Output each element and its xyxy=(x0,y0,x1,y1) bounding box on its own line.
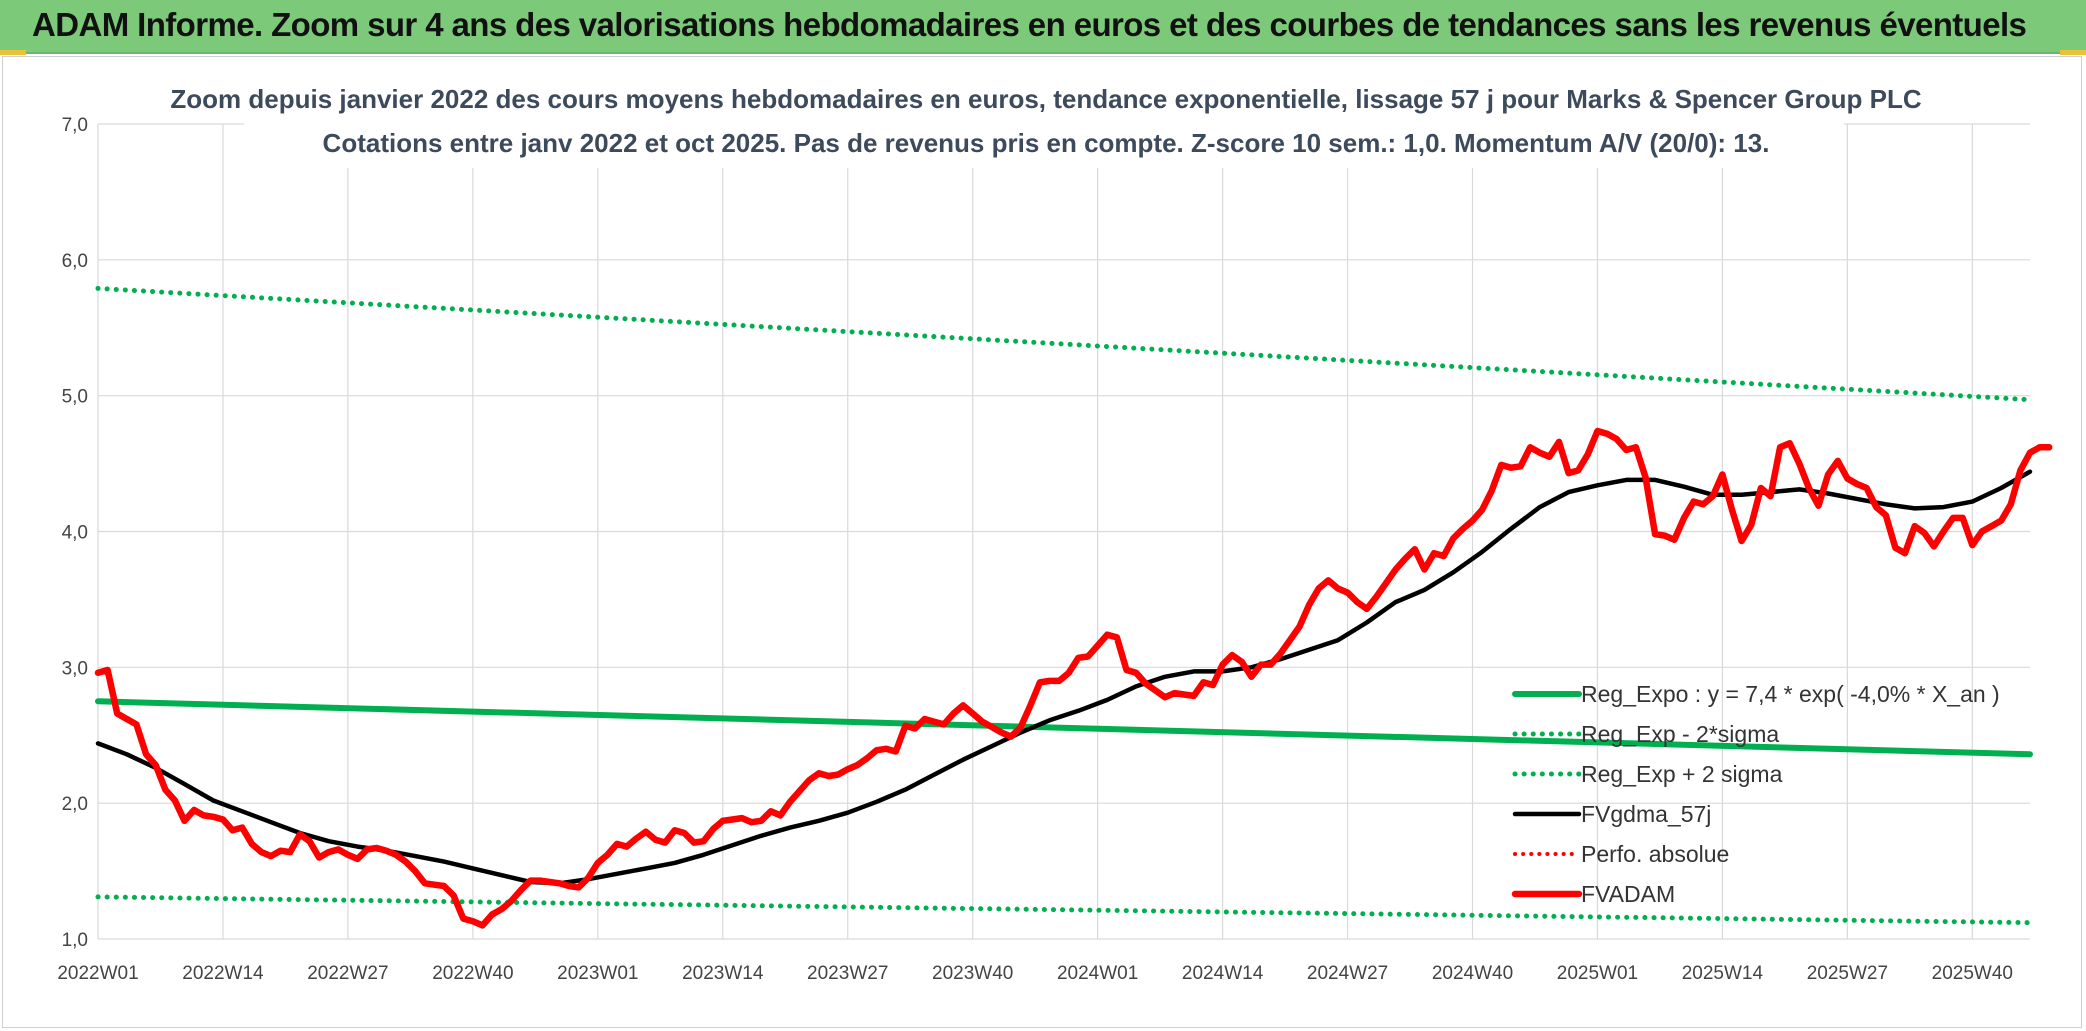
x-tick-label: 2025W14 xyxy=(1682,963,1764,984)
chart-series xyxy=(94,285,2053,929)
chart-legend: Reg_Expo : y = 7,4 * exp( -4,0% * X_an )… xyxy=(1511,681,2000,907)
series-line-1 xyxy=(95,894,2033,926)
x-tick-label: 2025W27 xyxy=(1807,963,1888,984)
y-tick-label: 1,0 xyxy=(62,930,88,951)
x-tick-label: 2023W27 xyxy=(807,963,888,984)
y-tick-label: 2,0 xyxy=(62,794,88,815)
legend-label-3: FVgdma_57j xyxy=(1581,801,1711,827)
legend-label-2: Reg_Exp + 2 sigma xyxy=(1581,761,1783,787)
banner-accent-right xyxy=(2060,50,2086,55)
x-tick-label: 2022W40 xyxy=(432,963,513,984)
x-tick-label: 2024W27 xyxy=(1307,963,1388,984)
x-axis-ticks: 2022W01 2022W14 2022W27 2022W40 2023W01 2023W… xyxy=(57,963,2013,984)
y-tick-label: 7,0 xyxy=(62,115,88,136)
x-tick-label: 2023W14 xyxy=(682,963,764,984)
y-tick-label: 3,0 xyxy=(62,658,88,679)
page-title: ADAM Informe. Zoom sur 4 ans des valoris… xyxy=(32,6,2027,43)
chart-grid xyxy=(97,123,2030,940)
chart-title: Zoom depuis janvier 2022 des cours moyen… xyxy=(170,84,1921,114)
series-line-3 xyxy=(95,469,2033,886)
y-tick-label: 5,0 xyxy=(62,387,88,408)
x-tick-label: 2023W01 xyxy=(557,963,638,984)
x-tick-label: 2025W01 xyxy=(1557,963,1638,984)
banner-accent-left xyxy=(0,50,26,55)
series-line-5 xyxy=(94,427,2053,929)
x-tick-label: 2025W40 xyxy=(1932,963,2013,984)
x-tick-label: 2022W01 xyxy=(57,963,138,984)
legend-label-1: Reg_Exp - 2*sigma xyxy=(1581,721,1779,747)
x-tick-label: 2023W40 xyxy=(932,963,1013,984)
legend-label-0: Reg_Expo : y = 7,4 * exp( -4,0% * X_an ) xyxy=(1581,681,2000,707)
chart-frame xyxy=(2,56,2082,1028)
chart-subtitle: Cotations entre janv 2022 et oct 2025. P… xyxy=(323,128,1770,158)
x-tick-label: 2024W14 xyxy=(1182,963,1264,984)
legend-label-5: FVADAM xyxy=(1581,881,1675,907)
y-axis-ticks: 1,0 2,0 3,0 4,0 5,0 6,0 7,0 xyxy=(62,115,88,951)
legend-label-4: Perfo. absolue xyxy=(1581,841,1729,867)
header-banner: ADAM Informe. Zoom sur 4 ans des valoris… xyxy=(0,0,2086,55)
x-tick-label: 2024W01 xyxy=(1057,963,1138,984)
title-background xyxy=(244,78,1844,168)
x-tick-label: 2022W14 xyxy=(182,963,264,984)
y-tick-label: 6,0 xyxy=(62,251,88,272)
series-line-2 xyxy=(95,285,2033,403)
y-tick-label: 4,0 xyxy=(62,523,88,544)
x-tick-label: 2022W27 xyxy=(307,963,388,984)
series-line-0 xyxy=(95,698,2033,758)
x-tick-label: 2024W40 xyxy=(1432,963,1513,984)
